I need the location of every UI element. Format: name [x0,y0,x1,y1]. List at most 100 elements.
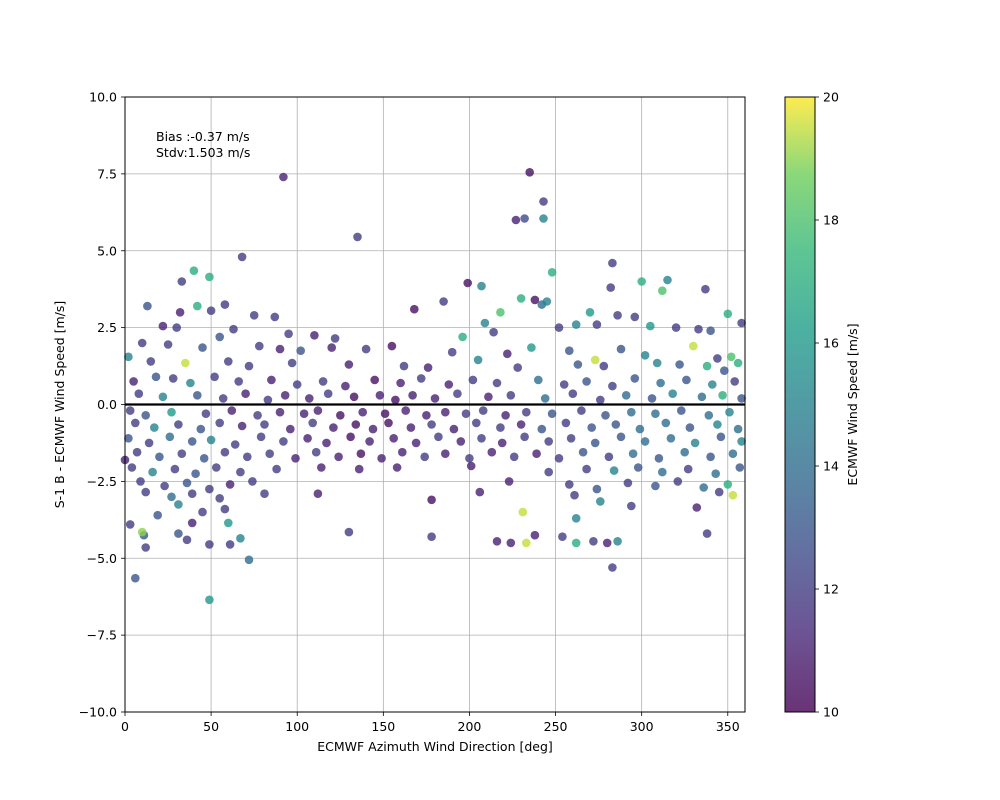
data-point [220,300,230,309]
data-point [516,420,526,429]
data-point [199,454,209,463]
data-point [520,432,529,442]
data-point [627,407,636,417]
data-point [389,434,399,443]
data-point [132,447,142,457]
data-point [461,409,471,419]
data-point [280,391,290,400]
data-point [503,349,512,359]
data-point [248,477,257,486]
y-tick-label: −5.0 [87,551,117,566]
y-tick-label: 0.0 [97,397,117,412]
data-point [596,497,605,506]
data-point [346,432,355,442]
data-point [270,312,280,322]
data-point [420,452,430,462]
data-point [187,489,197,499]
data-point [177,277,187,286]
data-point [677,406,686,415]
data-point [468,375,478,385]
y-axis-label: S-1 B - ECMWF Wind Speed [m/s] [52,301,67,509]
data-point [571,320,581,329]
data-point [520,214,529,223]
data-point [305,394,314,403]
data-point [377,454,386,463]
data-point [547,268,557,277]
data-point [354,464,364,474]
data-point [704,411,714,420]
data-point [733,358,743,368]
data-point [356,449,366,459]
data-point [661,418,671,428]
data-point [539,197,548,206]
data-point [151,372,161,382]
data-point [387,341,397,351]
data-point [637,277,646,286]
data-point [205,540,214,549]
data-point [155,452,164,462]
data-point [497,438,507,448]
data-point [249,311,259,320]
data-point [547,409,557,419]
data-point [513,363,522,372]
data-point [647,394,657,403]
data-point [441,449,450,459]
data-point [439,297,448,306]
data-point [137,338,147,348]
data-point [506,538,516,548]
data-point [349,392,359,402]
data-point [187,437,197,446]
data-point [621,391,631,400]
data-point [422,411,431,420]
data-point [292,380,302,389]
data-point [484,392,493,402]
data-point [220,447,230,457]
data-point [599,361,609,371]
data-point [554,454,564,463]
colorbar-ticks: 10 12 14 16 18 20 [815,90,839,720]
data-point [191,469,200,479]
data-point [396,378,405,388]
data-point [189,266,199,276]
data-point [658,467,667,477]
data-point [651,409,660,419]
data-point [148,467,157,477]
data-point [427,532,436,541]
y-tick-label: 7.5 [97,166,117,181]
data-point [737,437,746,446]
data-point [623,478,633,488]
data-point [573,360,583,369]
data-point [509,452,519,462]
data-point [601,411,610,420]
data-point [608,381,617,391]
data-point [182,478,192,488]
data-point [311,447,321,457]
data-point [492,537,502,546]
data-point [640,351,650,360]
data-point [692,503,702,512]
data-point [532,449,541,459]
data-point [506,391,516,400]
data-point [504,477,514,486]
data-point [384,418,393,428]
data-point [225,540,235,549]
data-point [198,343,207,352]
data-point [525,168,534,177]
colorbar-tick-label: 12 [823,582,839,597]
colorbar-label: ECMWF Wind Speed [m/s] [845,323,860,485]
colorbar-gradient [784,96,816,713]
data-point [353,232,362,242]
data-point [582,464,591,474]
data-point [685,423,695,432]
data-point [473,355,483,365]
y-tick-label: 5.0 [97,243,117,258]
data-point [224,357,233,366]
data-point [427,420,436,429]
data-point [668,389,677,399]
data-point [518,507,528,517]
data-point [167,407,176,417]
data-point [313,406,323,415]
data-point [206,435,216,445]
data-point [427,495,436,505]
data-point [561,418,571,428]
